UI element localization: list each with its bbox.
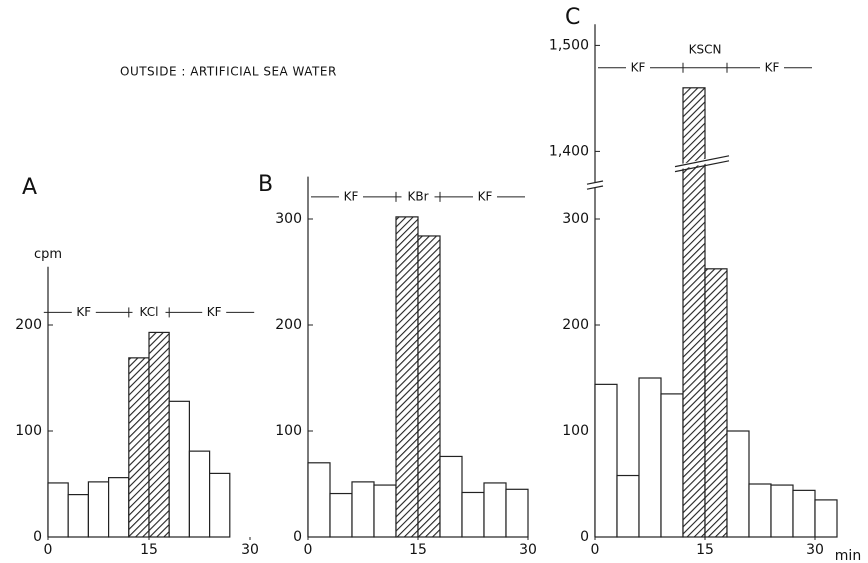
annotation-bg <box>401 189 435 204</box>
y-tick-label: 1,500 <box>549 37 589 53</box>
bar <box>47 482 69 538</box>
annotation-label: KF <box>344 189 359 203</box>
axis-break-mark <box>674 160 730 173</box>
annotation-bg <box>626 60 650 75</box>
bar <box>188 450 211 538</box>
bar <box>461 491 485 538</box>
bar <box>770 484 794 538</box>
y-tick-label: 0 <box>293 529 302 545</box>
x-tick-label: 0 <box>591 542 600 558</box>
axis-break-mark <box>586 185 604 190</box>
panel-label: C <box>565 5 580 30</box>
annotation-bg <box>473 189 497 204</box>
panel-label: B <box>258 172 273 197</box>
bar <box>792 489 816 538</box>
annotation-label: KBr <box>407 189 428 203</box>
bar <box>704 268 728 538</box>
bar <box>505 488 529 538</box>
bar <box>638 377 662 538</box>
x-tick-label: 30 <box>241 542 259 558</box>
y-tick-label: 200 <box>15 317 42 333</box>
bar <box>395 216 419 538</box>
annotation-label: KF <box>478 189 493 203</box>
panel-label: A <box>22 175 37 200</box>
x-tick-label: 15 <box>409 542 427 558</box>
bar <box>616 474 640 538</box>
y-tick-label: 0 <box>580 529 589 545</box>
bar <box>307 462 331 538</box>
bar <box>726 430 750 538</box>
annotation-bg <box>202 305 227 320</box>
bar <box>107 477 130 538</box>
x-tick-label: 30 <box>519 542 537 558</box>
bar <box>329 492 353 538</box>
annotation-bg <box>71 305 96 320</box>
y-tick-label: 300 <box>275 211 302 227</box>
bar <box>483 482 507 538</box>
x-tick-label: 0 <box>44 542 53 558</box>
y-tick-label: 200 <box>275 317 302 333</box>
x-tick-label: 0 <box>304 542 313 558</box>
annotation-bg <box>339 189 363 204</box>
bar <box>168 400 190 538</box>
annotation-label: KF <box>207 305 222 319</box>
bar <box>87 481 110 538</box>
y-tick-label: 100 <box>562 423 589 439</box>
bar <box>148 331 170 538</box>
x-tick-label: 15 <box>696 542 714 558</box>
y-tick-label: 100 <box>15 423 42 439</box>
annotation-label: KSCN <box>689 42 722 56</box>
x-axis-label: min <box>835 548 861 563</box>
axis-break-mark <box>674 155 730 168</box>
axis-break <box>587 153 729 190</box>
bar <box>351 481 375 538</box>
annotation-label: KCl <box>140 305 159 319</box>
x-tick-label: 15 <box>140 542 158 558</box>
annotation-label: KF <box>765 60 780 74</box>
bar <box>128 357 150 538</box>
bar <box>209 472 231 538</box>
y-tick-label: 1,400 <box>549 143 589 159</box>
annotation-label: KF <box>76 305 91 319</box>
bar <box>439 455 463 538</box>
y-axis-label: cpm <box>34 247 62 262</box>
bar <box>814 499 838 538</box>
bar <box>417 235 441 538</box>
y-tick-label: 0 <box>33 529 42 545</box>
axis-break-mark <box>586 180 604 185</box>
bar <box>373 484 397 538</box>
x-tick-label: 30 <box>806 542 824 558</box>
bar <box>682 87 706 538</box>
annotation-bg <box>132 305 166 320</box>
annotation-bg <box>760 60 784 75</box>
figure-title: OUTSIDE : ARTIFICIAL SEA WATER <box>120 65 337 79</box>
y-tick-label: 200 <box>562 317 589 333</box>
bar <box>748 483 772 538</box>
bar <box>594 383 618 538</box>
y-tick-label: 300 <box>562 211 589 227</box>
annotation-label: KF <box>631 60 646 74</box>
bar <box>660 393 684 538</box>
bar <box>67 494 89 538</box>
y-tick-label: 100 <box>275 423 302 439</box>
